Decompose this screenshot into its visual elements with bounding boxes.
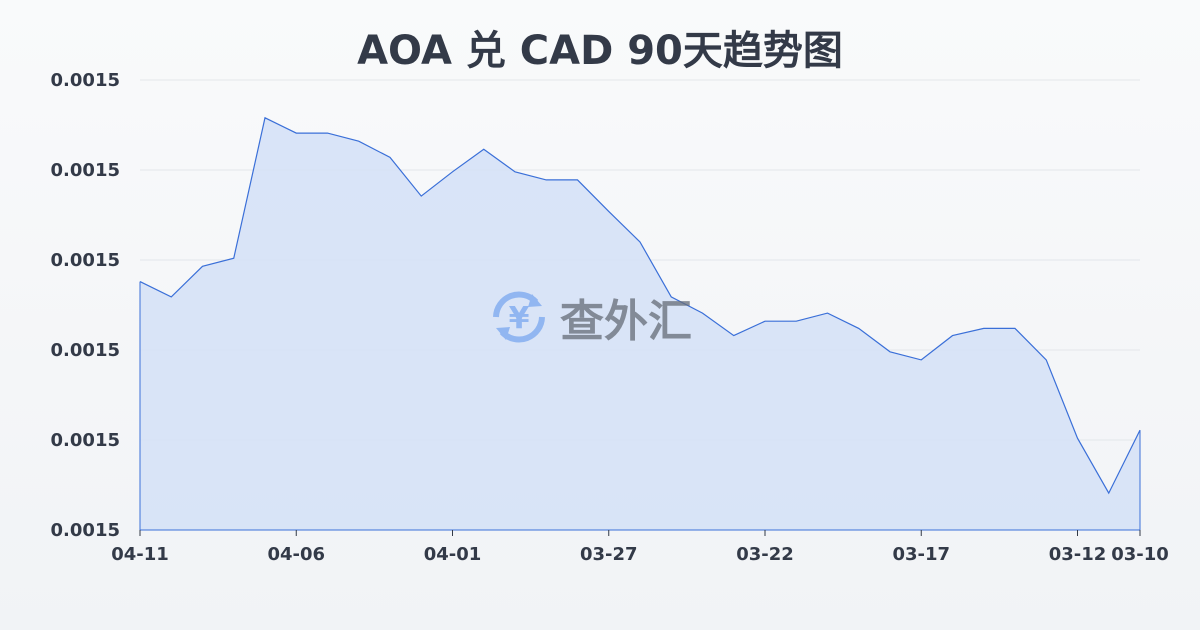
y-tick-label: 0.0015 xyxy=(51,520,120,541)
y-tick-label: 0.0015 xyxy=(51,250,120,271)
y-tick-label: 0.0015 xyxy=(51,160,120,181)
x-tick-label: 03-17 xyxy=(892,544,950,565)
y-tick-label: 0.0015 xyxy=(51,70,120,91)
x-tick-label: 03-22 xyxy=(736,544,794,565)
watermark-text: 查外汇 xyxy=(560,296,692,347)
chart-title: AOA 兑 CAD 90天趋势图 xyxy=(357,28,843,74)
x-tick-label: 03-12 xyxy=(1049,544,1107,565)
x-tick-label: 04-06 xyxy=(267,544,325,565)
y-tick-label: 0.0015 xyxy=(51,340,120,361)
x-tick-label: 04-11 xyxy=(111,544,169,565)
y-tick-label: 0.0015 xyxy=(51,430,120,451)
x-tick-label: 03-27 xyxy=(580,544,638,565)
yen-exchange-icon: ¥ xyxy=(493,291,545,343)
svg-text:¥: ¥ xyxy=(509,301,530,336)
area-fill xyxy=(140,117,1140,531)
x-tick-label: 03-10 xyxy=(1111,544,1169,565)
watermark: ¥ 查外汇 xyxy=(488,285,692,349)
x-tick-label: 04-01 xyxy=(424,544,482,565)
